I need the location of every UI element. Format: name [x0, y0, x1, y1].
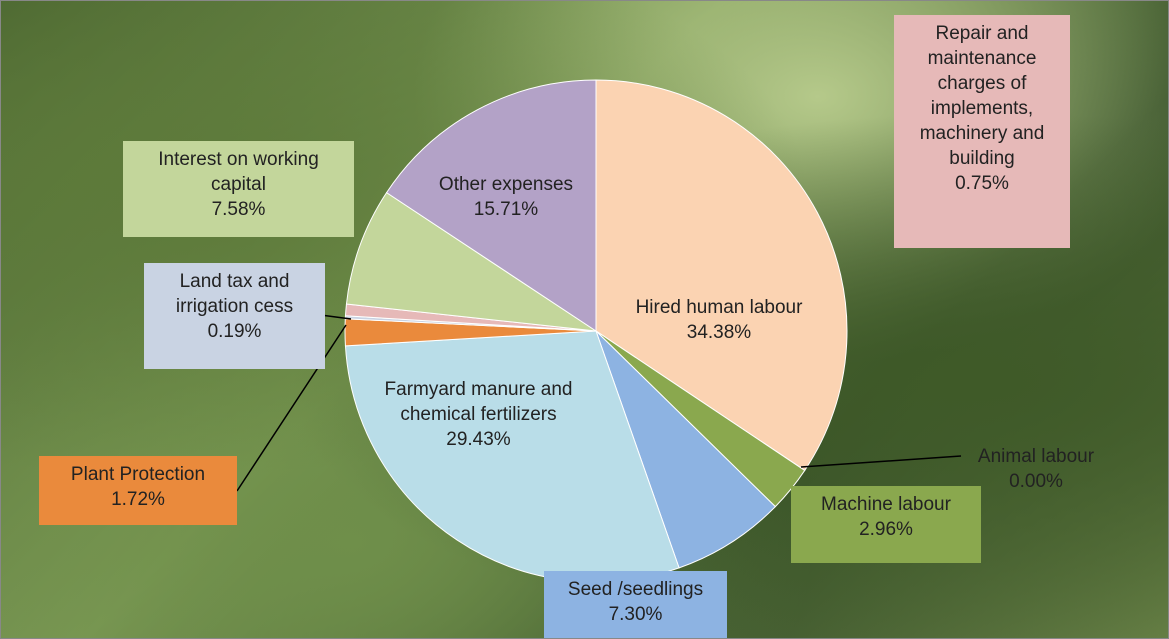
category-label: Farmyard manure and chemical fertilizers [374, 377, 583, 427]
value-label: 0.75% [902, 171, 1062, 196]
chart: Hired human labour34.38%Animal labour0.0… [0, 0, 1169, 639]
value-label: 29.43% [374, 427, 583, 452]
category-label: Seed /seedlings [552, 577, 719, 602]
data-label: Farmyard manure and chemical fertilizers… [366, 371, 591, 501]
category-label: Machine labour [799, 492, 973, 517]
value-label: 1.72% [47, 487, 229, 512]
category-label: Hired human labour [607, 295, 831, 320]
category-label: Plant Protection [47, 462, 229, 487]
value-label: 7.30% [552, 602, 719, 627]
value-label: 15.71% [404, 197, 608, 222]
value-label: 7.58% [131, 197, 346, 222]
leader-line [801, 456, 961, 467]
value-label: 34.38% [607, 320, 831, 345]
category-label: Other expenses [404, 172, 608, 197]
category-label: Land tax and irrigation cess [152, 269, 317, 319]
category-label: Interest on working capital [131, 147, 346, 197]
category-label: Animal labour [954, 444, 1118, 469]
data-label: Repair and maintenance charges of implem… [894, 15, 1070, 248]
value-label: 0.19% [152, 319, 317, 344]
value-label: 2.96% [799, 517, 973, 542]
category-label: Repair and maintenance charges of implem… [902, 21, 1062, 171]
